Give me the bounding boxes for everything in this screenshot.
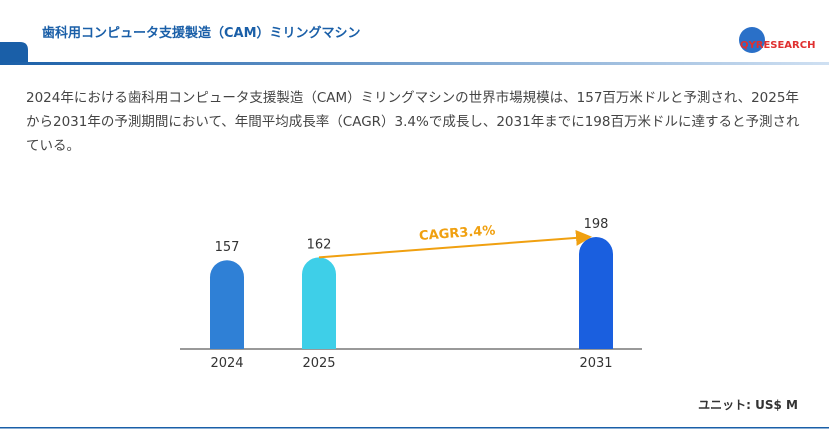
bar [579, 237, 613, 349]
unit-label: ユニット: US$ M [698, 398, 798, 412]
header-tab [0, 42, 28, 64]
value-label: 198 [584, 217, 609, 232]
x-tick-label: 2025 [302, 356, 335, 371]
header-line [0, 62, 829, 65]
x-tick-label: 2031 [579, 356, 612, 371]
footer-line [0, 427, 829, 429]
logo-text: QYRESEARCH [740, 40, 815, 51]
bar [210, 260, 244, 349]
cagr-label: CAGR3.4% [419, 223, 496, 244]
value-label: 157 [215, 240, 240, 255]
bar [302, 257, 336, 349]
cagr-arrow [318, 229, 592, 259]
value-label: 162 [307, 237, 332, 252]
header-title: 歯科用コンピュータ支援製造（CAM）ミリングマシン [42, 26, 361, 41]
description: 2024年における歯科用コンピュータ支援製造（CAM）ミリングマシンの世界市場規… [26, 90, 800, 154]
logo-icon [739, 27, 765, 53]
x-tick-label: 2024 [210, 356, 243, 371]
